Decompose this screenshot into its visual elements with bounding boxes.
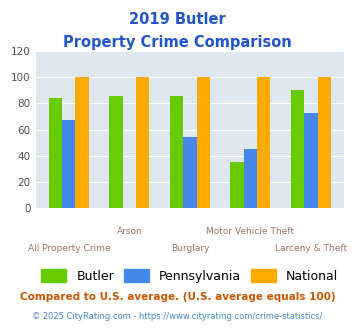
Bar [244, 149, 257, 208]
Bar [170, 96, 183, 208]
Bar [62, 120, 76, 208]
Bar [230, 162, 244, 208]
Text: Compared to U.S. average. (U.S. average equals 100): Compared to U.S. average. (U.S. average … [20, 292, 335, 302]
Bar [136, 77, 149, 208]
Text: All Property Crime: All Property Crime [28, 244, 110, 253]
Text: Larceny & Theft: Larceny & Theft [275, 244, 347, 253]
Bar [109, 96, 123, 208]
Text: Property Crime Comparison: Property Crime Comparison [63, 35, 292, 50]
Legend: Butler, Pennsylvania, National: Butler, Pennsylvania, National [36, 264, 344, 288]
Text: © 2025 CityRating.com - https://www.cityrating.com/crime-statistics/: © 2025 CityRating.com - https://www.city… [32, 312, 323, 321]
Bar [257, 77, 271, 208]
Bar [197, 77, 210, 208]
Bar [291, 90, 304, 208]
Bar [183, 137, 197, 208]
Bar [304, 113, 318, 208]
Text: Burglary: Burglary [171, 244, 209, 253]
Bar [318, 77, 331, 208]
Bar [76, 77, 89, 208]
Text: 2019 Butler: 2019 Butler [129, 12, 226, 26]
Text: Motor Vehicle Theft: Motor Vehicle Theft [207, 227, 295, 236]
Text: Arson: Arson [116, 227, 142, 236]
Bar [49, 98, 62, 208]
